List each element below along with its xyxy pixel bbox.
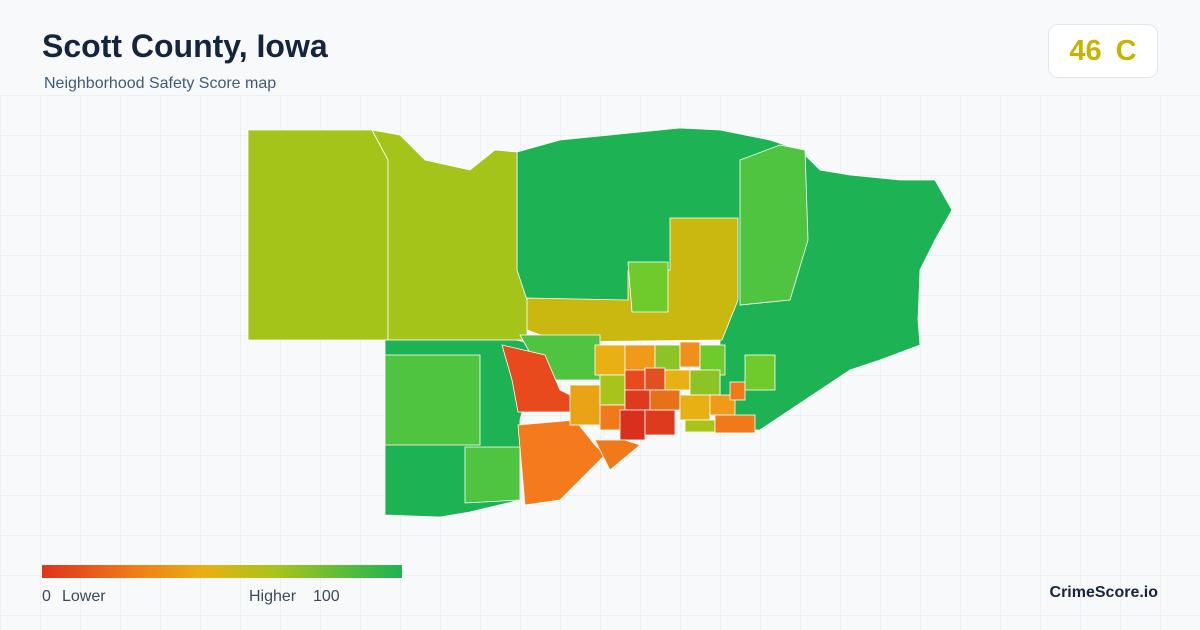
subtitle: Neighborhood Safety Score map [44, 75, 277, 92]
legend-gradient [42, 565, 402, 578]
region [644, 409, 676, 436]
region [729, 381, 746, 401]
region [714, 414, 756, 434]
region [644, 367, 666, 391]
region [371, 129, 528, 341]
region [684, 419, 716, 433]
brand: CrimeScore.io [1049, 584, 1158, 601]
score-badge: 46 C [1048, 24, 1158, 78]
region [247, 129, 389, 341]
legend-min-label: Lower [62, 588, 106, 605]
region [594, 344, 626, 376]
region [599, 374, 626, 406]
region [624, 369, 646, 391]
region [739, 144, 809, 306]
region [744, 354, 776, 391]
region [624, 389, 651, 411]
region [654, 344, 681, 371]
region [594, 439, 641, 471]
region [679, 341, 701, 368]
county-map [247, 127, 953, 518]
region [619, 409, 646, 441]
region [649, 389, 681, 411]
region [664, 369, 691, 391]
region [679, 394, 711, 421]
region [464, 446, 521, 504]
title: Scott County, Iowa [42, 28, 328, 64]
region [624, 344, 656, 371]
region [689, 369, 721, 396]
legend-max-label: Higher [249, 588, 297, 605]
legend-max: 100 [313, 588, 340, 605]
legend-min: 0 [42, 588, 51, 605]
region [569, 384, 601, 426]
score-grade: C [1115, 34, 1137, 67]
score-value: 46 [1069, 34, 1102, 67]
region [627, 261, 669, 313]
region [384, 354, 481, 446]
